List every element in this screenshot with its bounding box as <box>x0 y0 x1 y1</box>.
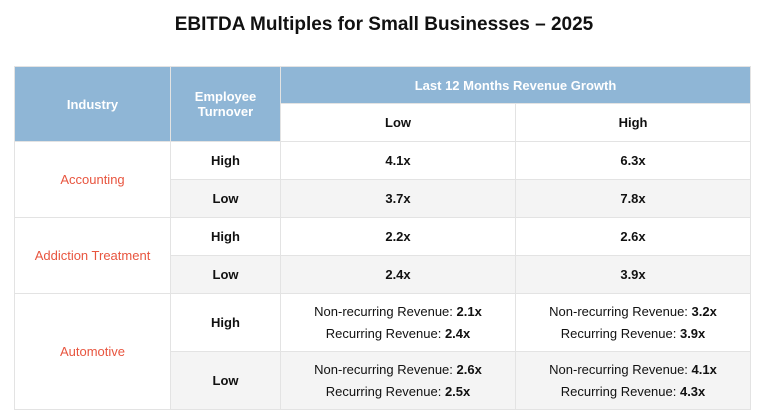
table-row: Automotive High Non-recurring Revenue: 2… <box>14 293 752 410</box>
industry-accounting: Accounting <box>14 141 171 218</box>
value-cell: Non-recurring Revenue: 2.6x Recurring Re… <box>280 351 516 410</box>
value-cell: 3.9x <box>514 255 752 294</box>
nonrecurring-line: Non-recurring Revenue: 3.2x <box>516 301 750 323</box>
turnover-cell: Low <box>170 255 281 294</box>
value-cell: 6.3x <box>514 141 752 180</box>
header-industry: Industry <box>14 66 171 142</box>
table-row: Low 3.7x 7.8x <box>15 179 752 218</box>
nonrecurring-line: Non-recurring Revenue: 2.6x <box>281 359 515 381</box>
header-growth-high: High <box>514 103 752 142</box>
ebitda-table: Industry Employee Turnover Last 12 Month… <box>14 66 752 410</box>
turnover-cell: High <box>170 141 281 180</box>
value-cell: 7.8x <box>514 179 752 218</box>
value-cell: Non-recurring Revenue: 3.2x Recurring Re… <box>514 293 752 352</box>
table-row: Low Non-recurring Revenue: 2.6x Recurrin… <box>15 351 752 410</box>
recurring-line: Recurring Revenue: 3.9x <box>516 323 750 345</box>
page-title: EBITDA Multiples for Small Businesses – … <box>174 14 594 35</box>
table-row: Accounting High 4.1x 6.3x <box>14 141 752 218</box>
nonrecurring-label: Non-recurring Revenue: <box>314 303 457 319</box>
nonrecurring-value: 4.1x <box>691 361 717 377</box>
table-row: Low 2.4x 3.9x <box>15 255 752 294</box>
turnover-cell: Low <box>170 351 281 410</box>
nonrecurring-line: Non-recurring Revenue: 2.1x <box>281 301 515 323</box>
recurring-value: 2.5x <box>444 383 471 399</box>
value-cell: Non-recurring Revenue: 4.1x Recurring Re… <box>514 351 752 410</box>
recurring-value: 2.4x <box>444 325 471 341</box>
recurring-label: Recurring Revenue: <box>325 383 445 399</box>
nonrecurring-label: Non-recurring Revenue: <box>314 361 457 377</box>
nonrecurring-line: Non-recurring Revenue: 4.1x <box>516 359 750 381</box>
recurring-line: Recurring Revenue: 2.5x <box>281 381 515 403</box>
value-cell: 3.7x <box>280 179 516 218</box>
header-growth-low: Low <box>280 103 516 142</box>
header-revenue-growth: Last 12 Months Revenue Growth <box>279 66 752 104</box>
industry-addiction-treatment: Addiction Treatment <box>14 217 171 294</box>
recurring-value: 4.3x <box>679 383 706 399</box>
turnover-cell: High <box>170 217 281 256</box>
value-cell: 2.6x <box>514 217 752 256</box>
recurring-line: Recurring Revenue: 4.3x <box>516 381 750 403</box>
table-row: Addiction Treatment High 2.2x 2.6x <box>14 217 752 294</box>
recurring-line: Recurring Revenue: 2.4x <box>281 323 515 345</box>
value-cell: Non-recurring Revenue: 2.1x Recurring Re… <box>280 293 516 352</box>
recurring-value: 3.9x <box>679 325 706 341</box>
value-cell: 4.1x <box>280 141 516 180</box>
value-cell: 2.2x <box>280 217 516 256</box>
nonrecurring-label: Non-recurring Revenue: <box>549 303 692 319</box>
recurring-label: Recurring Revenue: <box>560 325 680 341</box>
header-employee-turnover: Employee Turnover <box>170 66 281 142</box>
recurring-label: Recurring Revenue: <box>325 325 445 341</box>
value-cell: 2.4x <box>280 255 516 294</box>
turnover-cell: High <box>170 293 281 352</box>
nonrecurring-value: 3.2x <box>691 303 717 319</box>
industry-automotive: Automotive <box>14 293 171 410</box>
recurring-label: Recurring Revenue: <box>560 383 680 399</box>
nonrecurring-value: 2.6x <box>456 361 482 377</box>
nonrecurring-value: 2.1x <box>456 303 482 319</box>
turnover-cell: Low <box>170 179 281 218</box>
nonrecurring-label: Non-recurring Revenue: <box>549 361 692 377</box>
